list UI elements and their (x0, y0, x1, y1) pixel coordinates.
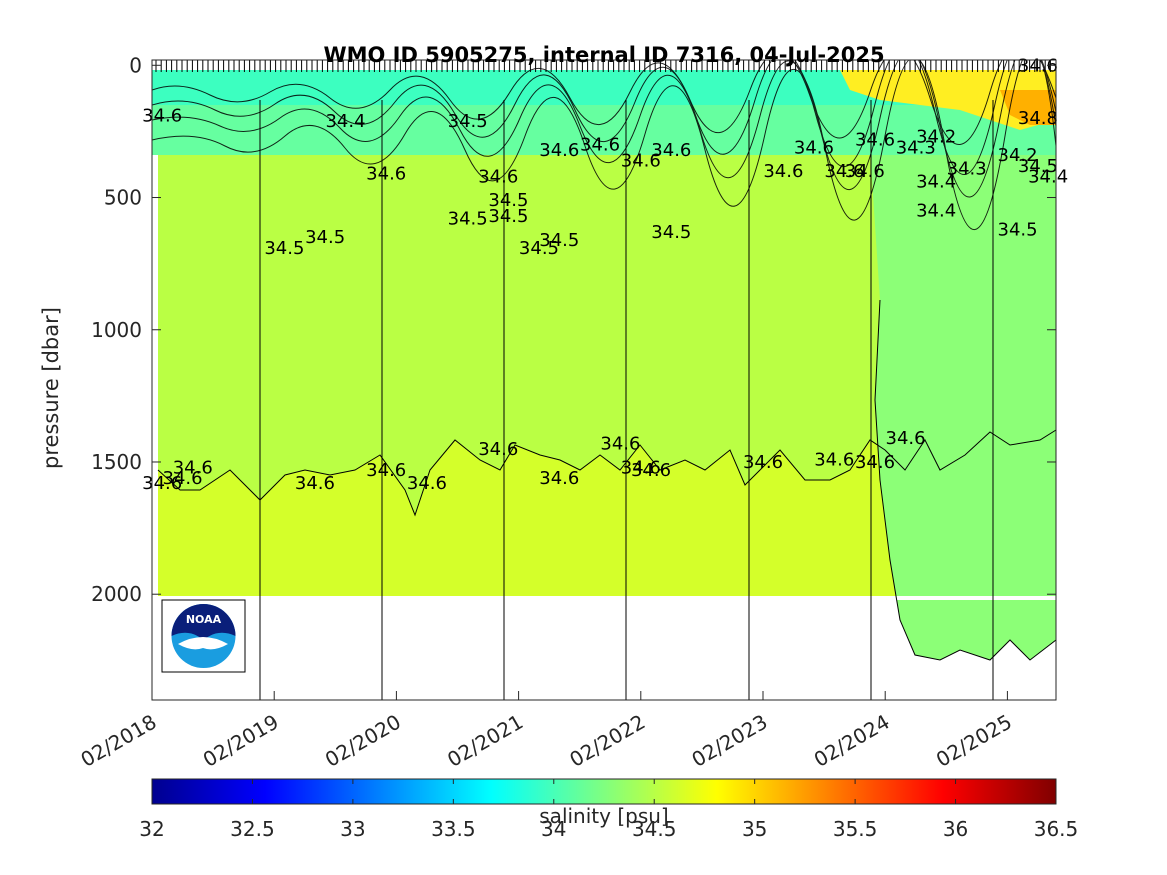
colorbar-tick-label: 35.5 (833, 817, 878, 841)
contour-label: 34.6 (621, 457, 661, 478)
colorbar-tick-label: 35 (742, 817, 767, 841)
colorbar-tick-label: 36.5 (1034, 817, 1079, 841)
colorbar (151, 778, 1057, 805)
contour-label: 34.5 (448, 111, 488, 132)
contour-label: 34.6 (173, 457, 213, 478)
contour-label: 34.6 (478, 166, 518, 187)
x-tick-label: 02/2020 (321, 710, 405, 772)
contour-label: 34.5 (1018, 156, 1058, 177)
contour-label: 34.5 (448, 209, 488, 230)
noaa-logo-text: NOAA (186, 613, 222, 626)
contour-label: 34.6 (142, 106, 182, 127)
contour-label: 34.3 (947, 158, 987, 179)
y-axis-label: pressure [dbar] (39, 307, 63, 469)
contour-label: 34.6 (295, 473, 335, 494)
colorbar-label: salinity [psu] (539, 804, 668, 828)
contour-label: 34.6 (407, 473, 447, 494)
year-marker-lines (259, 100, 994, 700)
contour-label: 34.6 (539, 140, 579, 161)
contour-label: 34.6 (1018, 55, 1058, 76)
contour-label: 34.5 (539, 230, 579, 251)
x-tick-label: 02/2021 (443, 710, 527, 772)
contour-label: 34.6 (845, 161, 885, 182)
contour-label: 34.2 (916, 127, 956, 148)
contour-label: 34.5 (998, 219, 1038, 240)
contour-label: 34.4 (1028, 166, 1068, 187)
contour-label: 34.6 (621, 150, 661, 171)
y-axis: 0 500 1000 1500 2000 (91, 53, 1056, 606)
y-tick-label: 500 (104, 186, 142, 210)
colorbar-ticks: 32 32.5 33 33.5 34 34.5 35 35.5 36 36.5 (139, 779, 1078, 841)
contour-label: 34.6 (600, 433, 640, 454)
salty-surface-patch (840, 70, 1056, 130)
axes-box (151, 59, 1057, 701)
contour-label: 34.6 (743, 452, 783, 473)
contour-label: 34.3 (896, 137, 936, 158)
contour-label: 34.4 (916, 201, 956, 222)
colorbar-tick-label: 32 (139, 817, 164, 841)
profile-tick-fringe (155, 60, 1051, 72)
contour-label: 34.6 (886, 428, 926, 449)
contour-label: 34.6 (366, 460, 406, 481)
colorbar-tick-label: 33 (340, 817, 365, 841)
contour-label: 34.5 (488, 190, 528, 211)
contour-label: 34.6 (478, 439, 518, 460)
x-axis: 02/2018 02/2019 02/2020 02/2021 02/2022 02/20… (77, 691, 1016, 772)
saltiest-surface-patch (1000, 90, 1056, 125)
contour-label: 34.6 (855, 129, 895, 150)
contour-label: 34.4 (325, 111, 365, 132)
contour-label: 34.4 (916, 172, 956, 193)
y-tick-label: 0 (129, 53, 142, 77)
colorbar-tick-label: 34 (541, 817, 566, 841)
contour-34-5-fresh (874, 299, 1057, 661)
colorbar-tick-label: 32.5 (230, 817, 275, 841)
contour-label: 34.6 (163, 468, 203, 489)
x-tick-label: 02/2023 (688, 710, 772, 772)
contour-label: 34.6 (539, 468, 579, 489)
chart-title: WMO ID 5905275, internal ID 7316, 04-Jul… (323, 43, 884, 67)
contour-label: 34.5 (651, 222, 691, 243)
near-surface-contours (152, 60, 1056, 230)
y-tick-label: 1000 (91, 318, 142, 342)
y-tick-label: 1500 (91, 450, 142, 474)
noaa-logo: NOAA (161, 599, 246, 673)
x-tick-label: 02/2018 (77, 710, 161, 772)
contour-label: 34.8 (1018, 108, 1058, 129)
contour-label: 34.5 (519, 238, 559, 259)
contour-label: 34.6 (366, 164, 406, 185)
contour-label: 34.6 (580, 135, 620, 156)
colorbar-tick-label: 34.5 (632, 817, 677, 841)
contour-label: 34.6 (855, 452, 895, 473)
contour-label: 34.6 (651, 140, 691, 161)
contour-label: 34.6 (631, 460, 671, 481)
contour-label: 34.5 (264, 238, 304, 259)
x-tick-label: 02/2024 (810, 710, 894, 772)
x-tick-label: 02/2019 (199, 710, 283, 772)
contour-label: 34.5 (305, 227, 345, 248)
deep-floor-edge (152, 596, 1056, 600)
contour-label: 34.6 (824, 161, 864, 182)
contour-34-6-boundary (157, 429, 1057, 517)
fresh-intermediate-water (870, 150, 1056, 660)
contour-label: 34.6 (763, 161, 803, 182)
colorbar-tick-label: 36 (943, 817, 968, 841)
contour-label: 34.6 (814, 449, 854, 470)
colorbar-tick-label: 33.5 (431, 817, 476, 841)
contour-label: 34.5 (488, 206, 528, 227)
x-tick-label: 02/2025 (932, 710, 1016, 772)
contour-label: 34.6 (794, 137, 834, 158)
x-tick-label: 02/2022 (565, 710, 649, 772)
contour-label: 34.2 (998, 145, 1038, 166)
y-tick-label: 2000 (91, 582, 142, 606)
